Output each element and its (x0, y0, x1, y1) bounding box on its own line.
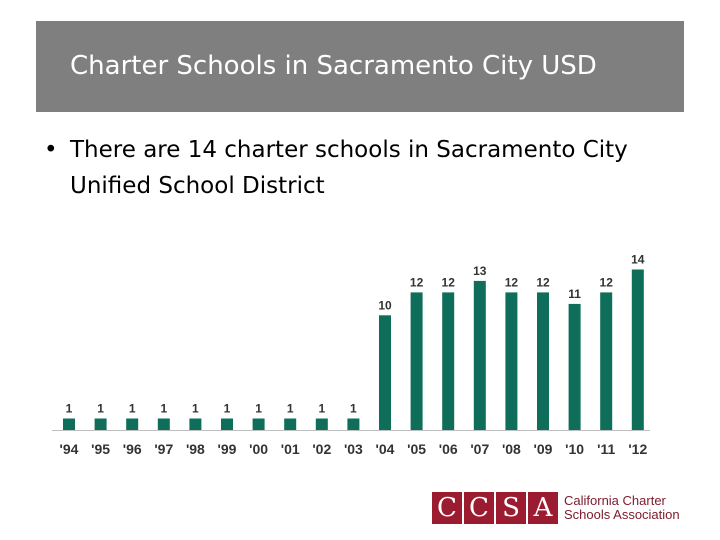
x-tick-label: '06 (439, 441, 458, 457)
data-label: 1 (66, 402, 73, 416)
bar (473, 280, 486, 430)
bar (63, 418, 75, 430)
bar (94, 418, 107, 430)
x-tick-label: '09 (534, 441, 553, 457)
data-label: 12 (442, 275, 456, 289)
data-label: 11 (568, 287, 581, 301)
data-label: 1 (97, 402, 104, 416)
x-tick-label: '12 (628, 441, 647, 457)
bar (631, 269, 644, 430)
bar (126, 418, 139, 430)
data-label: 12 (410, 275, 424, 289)
data-label: 1 (192, 402, 199, 416)
logo-letter-c1: C (432, 492, 462, 524)
logo-letter-s: S (496, 492, 526, 524)
title-bar: Charter Schools in Sacramento City USD (36, 21, 684, 112)
x-tick-label: '96 (123, 441, 142, 457)
bar (568, 303, 581, 430)
x-tick-label: '97 (154, 441, 173, 457)
x-tick-label: '03 (344, 441, 363, 457)
data-label: 1 (129, 402, 136, 416)
x-tick-label: '01 (281, 441, 300, 457)
slide-title: Charter Schools in Sacramento City USD (70, 51, 597, 81)
x-tick-label: '11 (597, 441, 615, 457)
logo-letter-c2: C (464, 492, 494, 524)
bar (284, 418, 297, 430)
logo-line-2: Schools Association (564, 507, 680, 522)
x-tick-label: '95 (91, 441, 110, 457)
x-tick-label: '94 (60, 441, 79, 457)
bar (410, 292, 423, 430)
bar (442, 292, 455, 430)
bar (379, 315, 391, 430)
data-label: 1 (287, 402, 294, 416)
bar (315, 418, 328, 430)
x-tick-label: '05 (407, 441, 426, 457)
bar (252, 418, 265, 430)
logo-letter-a: A (528, 492, 558, 524)
data-label: 1 (255, 402, 262, 416)
data-label: 12 (536, 275, 550, 289)
data-label: 10 (378, 298, 392, 312)
data-label: 14 (631, 253, 645, 267)
data-label: 1 (160, 402, 167, 416)
bar (600, 292, 613, 430)
logo-line-1: California Charter (564, 493, 666, 508)
bar (505, 292, 518, 430)
data-label: 12 (600, 275, 614, 289)
data-label: 1 (318, 402, 325, 416)
bar (189, 418, 202, 430)
bar-chart: 1 '94 1 '95 1 '96 1 '97 1 '98 1 '99 1 '00 1 '01 1 '02 1 '03… (52, 253, 650, 457)
x-tick-label: '00 (249, 441, 268, 457)
data-label: 12 (505, 275, 519, 289)
x-tick-label: '10 (565, 441, 584, 457)
bar (157, 418, 170, 430)
x-tick-label: '02 (312, 441, 331, 457)
x-tick-label: '98 (186, 441, 205, 457)
x-tick-label: '08 (502, 441, 521, 457)
logo-text: California Charter Schools Association (564, 494, 680, 522)
data-label: 1 (224, 402, 231, 416)
bar (221, 418, 233, 430)
bullet-text: There are 14 charter schools in Sacramen… (70, 137, 628, 199)
data-label: 13 (473, 264, 487, 278)
bar (537, 292, 549, 430)
bar (347, 418, 360, 430)
bullet-marker: • (44, 137, 58, 163)
ccsa-logo: C C S A California Charter Schools Assoc… (432, 491, 680, 525)
x-tick-label: '99 (218, 441, 237, 457)
x-tick-label: '07 (470, 441, 489, 457)
x-tick-label: '04 (376, 441, 395, 457)
data-label: 1 (350, 402, 357, 416)
